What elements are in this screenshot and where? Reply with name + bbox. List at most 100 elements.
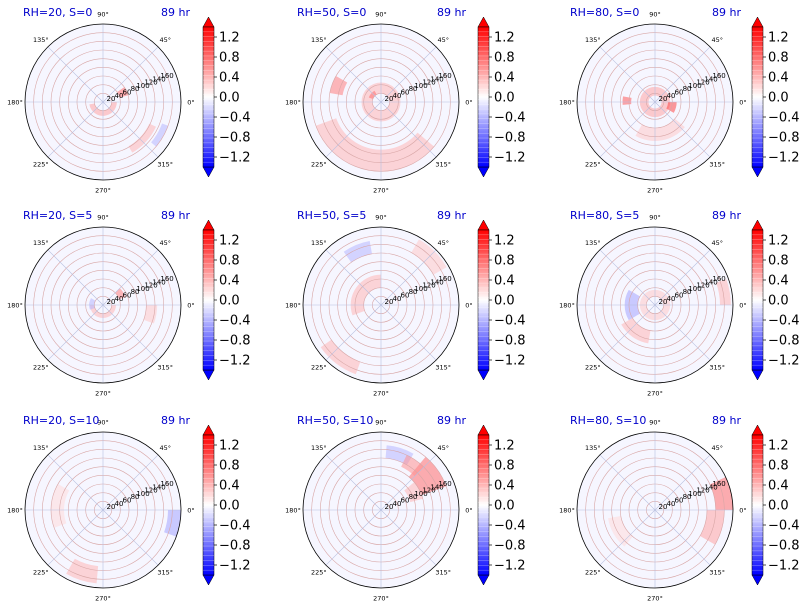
polar-spine	[24, 431, 182, 589]
angular-gridline	[599, 101, 656, 158]
radial-tick-label: 20	[107, 503, 116, 511]
angle-tick-label: 270°	[95, 389, 111, 397]
angle-tick-label: 270°	[647, 594, 663, 602]
panel-title-left: RH=20, S=0	[23, 6, 92, 19]
colorbar-tick-label: 0.4	[219, 479, 240, 494]
angle-tick-label: 90°	[649, 213, 661, 221]
radial-tick-label: 60	[675, 89, 684, 97]
radial-tick-label: 20	[659, 95, 668, 103]
colorbar-tick-label: 0.4	[494, 274, 515, 289]
polar-spine	[24, 226, 182, 384]
radial-tick-label: 100	[136, 82, 149, 90]
colorbar-body	[477, 229, 490, 371]
radial-tick-label: 20	[659, 503, 668, 511]
angle-tick-label: 315°	[157, 569, 173, 577]
panel-title-right: 89 hr	[161, 209, 190, 222]
angular-gridline	[380, 454, 437, 511]
panel-title-right: 89 hr	[437, 209, 466, 222]
radial-tick-label: 60	[675, 292, 684, 300]
polar-spine	[576, 23, 734, 181]
angle-tick-label: 0°	[465, 98, 472, 106]
colorbar-tick-label: −1.2	[219, 559, 251, 574]
angle-tick-label: 90°	[375, 418, 387, 426]
panel-title-right: 89 hr	[712, 6, 741, 19]
panel-title-left: RH=50, S=5	[297, 209, 366, 222]
colorbar-tick-label: −1.2	[768, 354, 799, 369]
radial-tick-label: 120	[422, 79, 435, 87]
angle-tick-label: 180°	[285, 98, 301, 106]
colorbar-extend-min	[202, 574, 215, 586]
angular-gridline	[47, 454, 104, 511]
angle-tick-label: 0°	[739, 506, 746, 514]
colorbar-tick-label: −0.8	[768, 131, 799, 146]
colorbar-tick-label: 0.4	[768, 71, 789, 86]
radial-tick-label: 120	[144, 282, 157, 290]
angular-gridline	[599, 454, 656, 511]
angle-tick-label: 0°	[739, 98, 746, 106]
radial-tick-label: 160	[438, 72, 451, 80]
angle-tick-label: 135°	[585, 239, 601, 247]
angle-tick-label: 45°	[711, 239, 723, 247]
colorbar-extend-min	[477, 574, 490, 586]
angular-gridline	[599, 304, 656, 361]
radial-tick-label: 120	[696, 487, 709, 495]
colorbar-tick-label: 0.4	[219, 71, 240, 86]
angular-gridline	[325, 101, 382, 158]
colorbar-tick-label: −0.8	[219, 539, 251, 554]
radial-tick-label: 140	[152, 75, 165, 83]
data-feature	[90, 305, 116, 318]
colorbar-tick-label: −0.8	[768, 539, 799, 554]
panel-title-left: RH=50, S=0	[297, 6, 366, 19]
colorbar-tick-label: −0.4	[494, 314, 526, 329]
panel-title-left: RH=80, S=10	[570, 414, 646, 427]
angle-tick-label: 315°	[709, 161, 725, 169]
angular-gridline	[102, 46, 159, 103]
angular-gridline	[325, 509, 382, 566]
angle-tick-label: 180°	[559, 506, 575, 514]
angle-tick-label: 180°	[559, 98, 575, 106]
data-feature	[151, 123, 169, 147]
angular-gridline	[654, 101, 711, 158]
angular-gridline	[380, 509, 437, 566]
radial-tick-label: 20	[659, 298, 668, 306]
colorbar-tick-label: 0.0	[768, 294, 789, 309]
colorbar-body	[477, 26, 490, 168]
radial-tick-label: 40	[667, 295, 676, 303]
colorbar-tick-label: 1.2	[219, 234, 240, 249]
colorbar-tick-label: 1.2	[768, 439, 789, 454]
radial-tick-label: 100	[414, 490, 427, 498]
angular-gridline	[325, 249, 382, 306]
radial-tick-label: 160	[438, 480, 451, 488]
angle-tick-label: 225°	[311, 569, 327, 577]
colorbar-tick-label: 0.8	[768, 459, 789, 474]
angle-tick-label: 225°	[585, 161, 601, 169]
radial-tick-label: 160	[160, 480, 173, 488]
angle-tick-label: 135°	[311, 444, 327, 452]
angle-tick-label: 270°	[95, 594, 111, 602]
angle-tick-label: 225°	[33, 364, 49, 372]
angle-tick-label: 225°	[33, 569, 49, 577]
angle-tick-label: 225°	[585, 569, 601, 577]
angular-gridline	[102, 249, 159, 306]
colorbar-tick-label: 0.8	[494, 254, 515, 269]
colorbar-tick-label: 0.8	[494, 459, 515, 474]
radial-tick-label: 60	[675, 497, 684, 505]
colorbar-tick-label: 0.0	[768, 91, 789, 106]
panel-title-right: 89 hr	[437, 6, 466, 19]
angle-tick-label: 225°	[311, 161, 327, 169]
angular-gridline	[325, 304, 382, 361]
radial-tick-label: 40	[667, 92, 676, 100]
angle-tick-label: 180°	[559, 301, 575, 309]
colorbar-tick-label: −0.8	[219, 334, 251, 349]
angle-tick-label: 135°	[33, 444, 49, 452]
radial-tick-label: 40	[393, 295, 402, 303]
radial-tick-label: 40	[667, 500, 676, 508]
angular-gridline	[102, 101, 159, 158]
data-feature	[635, 118, 685, 141]
colorbar-tick-label: −0.4	[219, 314, 251, 329]
colorbar-tick-label: 1.2	[768, 31, 789, 46]
colorbar-tick-label: 0.8	[768, 51, 789, 66]
panel-title-left: RH=50, S=10	[297, 414, 373, 427]
colorbar: 1.2 0.8 0.4 0.0 −0.4 −0.8 −1.2	[477, 424, 526, 586]
